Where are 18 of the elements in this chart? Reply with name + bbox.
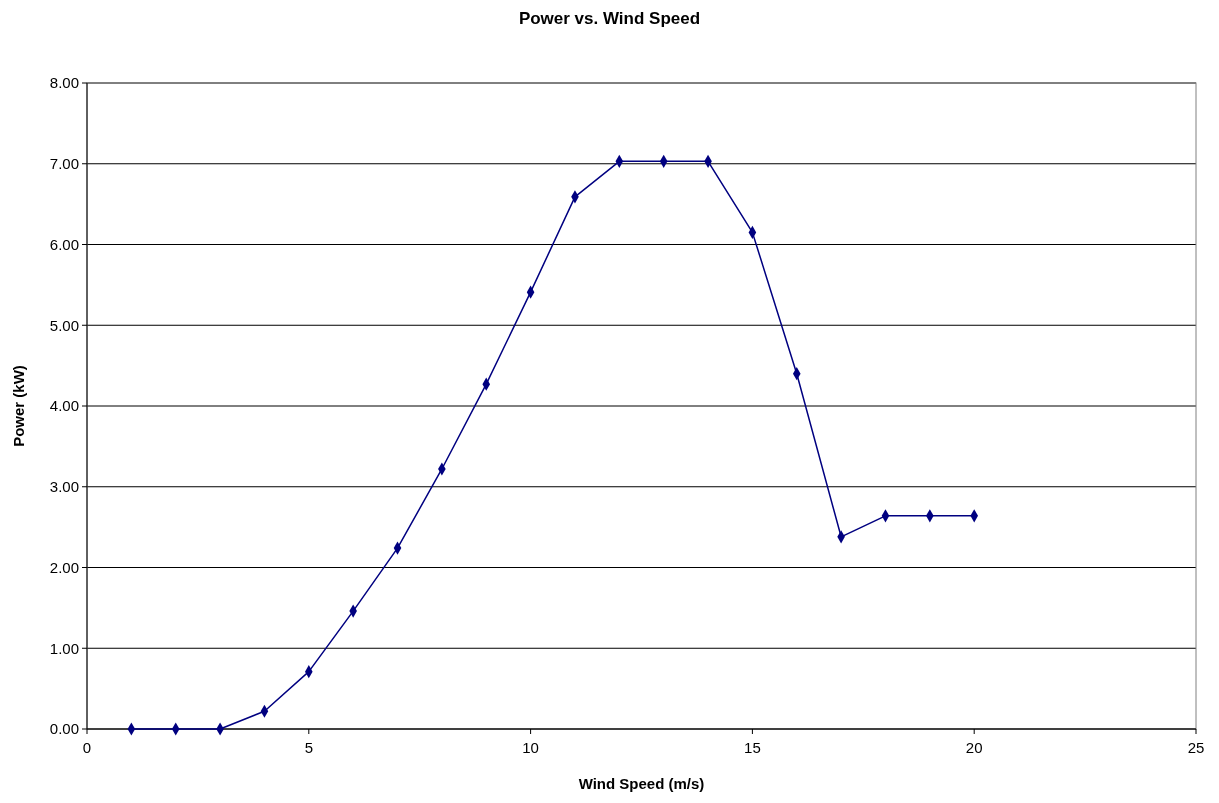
x-tick-label: 15 — [744, 739, 761, 756]
y-tick-label: 7.00 — [49, 155, 79, 172]
x-tick-label: 0 — [82, 739, 92, 756]
x-tick-label: 25 — [1187, 739, 1205, 756]
x-tick-label: 20 — [965, 739, 983, 756]
y-axis-title: Power (kW) — [10, 365, 27, 447]
y-tick-label: 0.00 — [49, 720, 79, 738]
y-tick-label: 8.00 — [49, 74, 79, 92]
y-tick-label: 5.00 — [49, 316, 79, 334]
x-tick-label: 10 — [522, 739, 539, 756]
chart-title: Power vs. Wind Speed — [518, 9, 701, 28]
y-tick-label: 3.00 — [49, 478, 79, 495]
x-axis-title: Wind Speed (m/s) — [578, 775, 705, 792]
y-tick-label: 4.00 — [49, 397, 79, 415]
y-tick-label: 6.00 — [49, 235, 79, 253]
y-tick-label: 2.00 — [49, 558, 79, 576]
x-tick-label: 5 — [304, 739, 313, 756]
y-tick-label: 1.00 — [49, 639, 79, 657]
